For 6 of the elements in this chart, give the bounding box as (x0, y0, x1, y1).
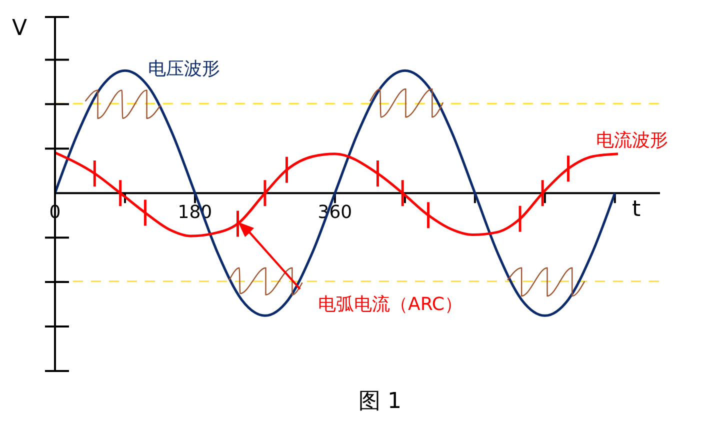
y-axis-title: V (12, 16, 28, 41)
x-axis-title: t (632, 197, 641, 222)
series-label: 电流波形 (596, 130, 668, 151)
series-label: 电压波形 (148, 58, 220, 80)
caption: 图 1 (358, 388, 402, 416)
annotation: 电弧电流（ARC） (318, 293, 462, 316)
